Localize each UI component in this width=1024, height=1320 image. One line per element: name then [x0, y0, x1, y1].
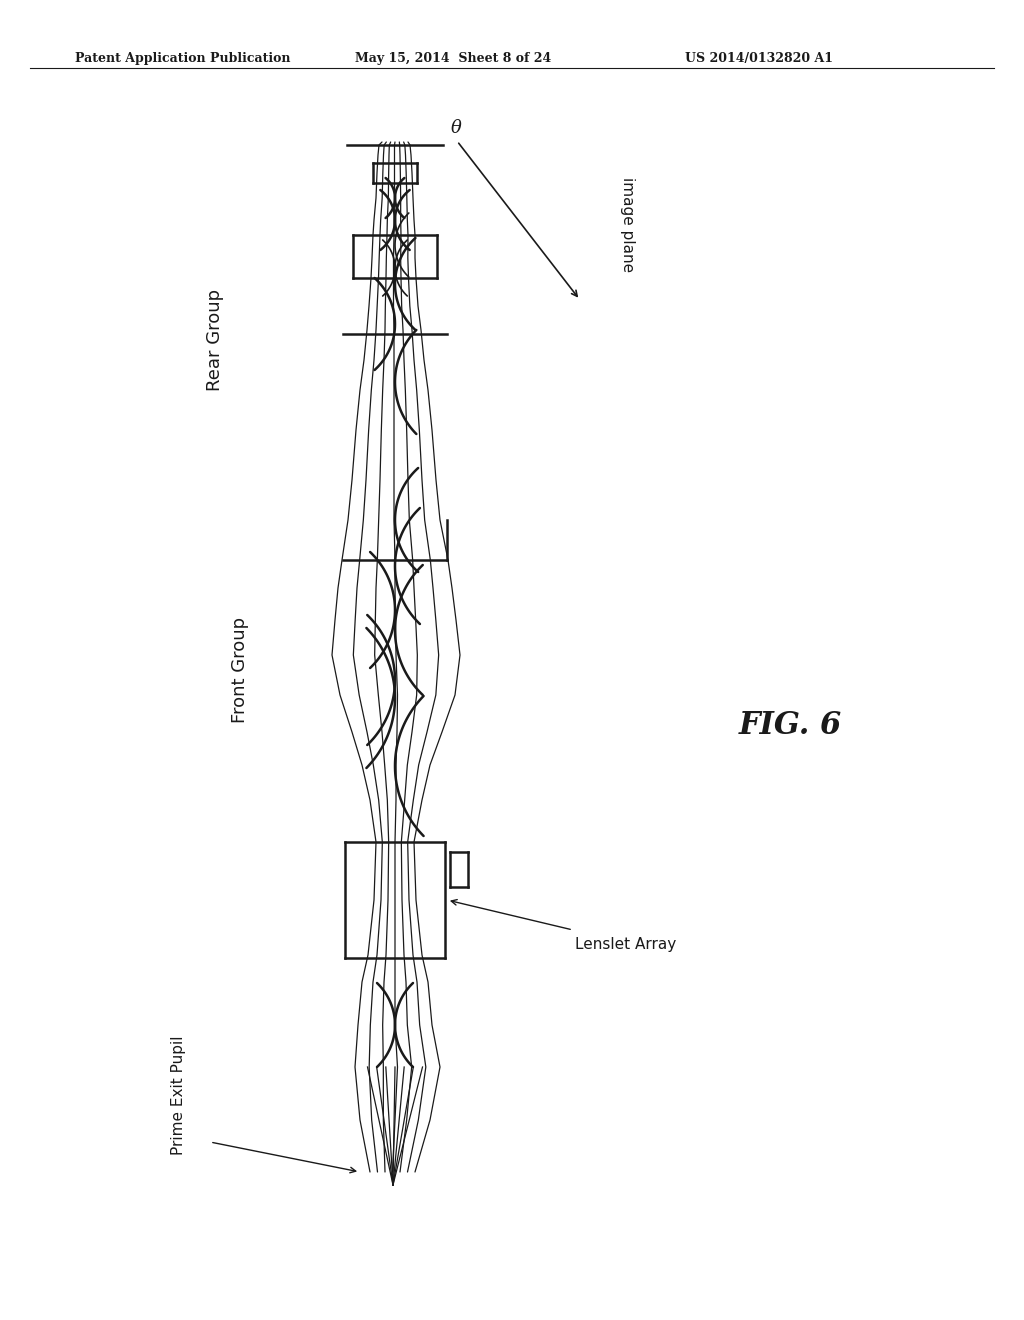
Text: May 15, 2014  Sheet 8 of 24: May 15, 2014 Sheet 8 of 24 — [355, 51, 551, 65]
Text: Rear Group: Rear Group — [206, 289, 224, 391]
Text: FIG. 6: FIG. 6 — [738, 710, 842, 741]
Text: Patent Application Publication: Patent Application Publication — [75, 51, 291, 65]
Text: θ: θ — [451, 119, 462, 137]
Text: Front Group: Front Group — [231, 616, 249, 723]
Text: image plane: image plane — [620, 177, 635, 272]
Text: Lenslet Array: Lenslet Array — [575, 937, 676, 953]
Text: US 2014/0132820 A1: US 2014/0132820 A1 — [685, 51, 833, 65]
Text: Prime Exit Pupil: Prime Exit Pupil — [171, 1035, 185, 1155]
